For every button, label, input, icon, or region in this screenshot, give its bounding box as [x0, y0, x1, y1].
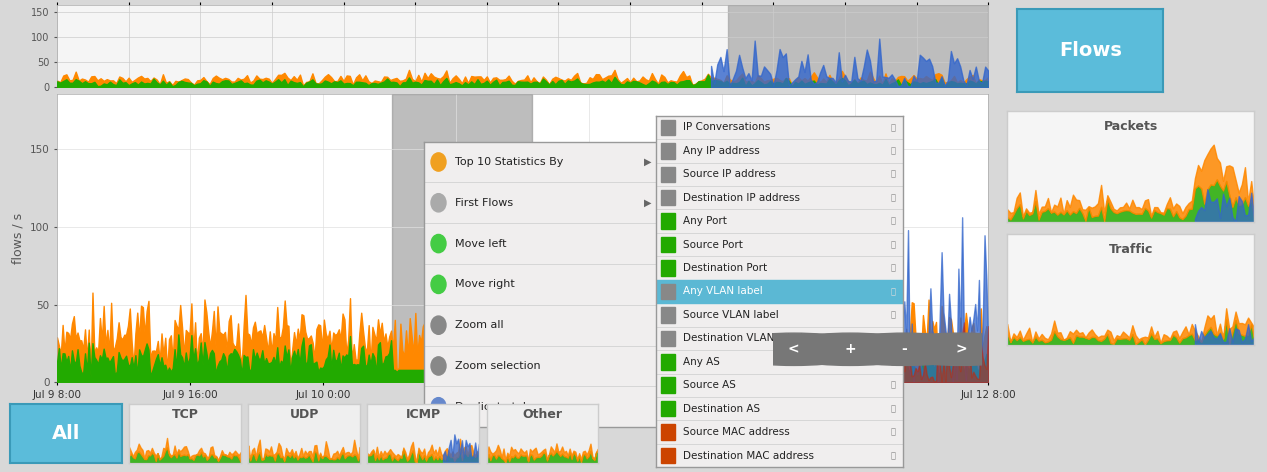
Bar: [661, 378, 675, 393]
Text: ⧉: ⧉: [891, 357, 896, 366]
Text: Destination Port: Destination Port: [683, 263, 768, 273]
Text: All: All: [52, 423, 80, 443]
Text: Zoom selection: Zoom selection: [455, 361, 541, 371]
Text: Move right: Move right: [455, 279, 514, 289]
Bar: [661, 307, 675, 323]
Text: -: -: [902, 342, 907, 356]
Text: Destination MAC address: Destination MAC address: [683, 451, 815, 461]
Circle shape: [431, 316, 446, 334]
Text: TCP: TCP: [171, 408, 199, 421]
Text: Source MAC address: Source MAC address: [683, 427, 791, 437]
Bar: [661, 237, 675, 253]
Text: ICMP: ICMP: [405, 408, 441, 421]
Bar: [661, 330, 675, 346]
Text: Source Port: Source Port: [683, 240, 744, 250]
Text: UDP: UDP: [289, 408, 319, 421]
Circle shape: [431, 357, 446, 375]
Bar: [661, 143, 675, 159]
Text: Destination VLAN label: Destination VLAN label: [683, 333, 803, 343]
Text: Any VLAN label: Any VLAN label: [683, 287, 763, 296]
Text: ⧉: ⧉: [891, 123, 896, 132]
Text: Destination IP address: Destination IP address: [683, 193, 801, 202]
Text: ▶: ▶: [645, 198, 651, 208]
Text: Destination AS: Destination AS: [683, 404, 760, 413]
Circle shape: [431, 194, 446, 212]
Text: ⧉: ⧉: [891, 263, 896, 272]
Text: IP Conversations: IP Conversations: [683, 122, 770, 132]
Text: ⧉: ⧉: [891, 217, 896, 226]
Text: Other: Other: [522, 408, 563, 421]
Bar: [727, 5, 988, 87]
Bar: [661, 448, 675, 464]
Text: ▶: ▶: [645, 157, 651, 167]
Circle shape: [770, 333, 930, 365]
Text: ⧉: ⧉: [891, 428, 896, 437]
Text: Source AS: Source AS: [683, 380, 736, 390]
Bar: [661, 190, 675, 205]
Bar: [661, 119, 675, 135]
Text: ⧉: ⧉: [891, 193, 896, 202]
Circle shape: [715, 333, 873, 365]
Bar: [656, 280, 903, 303]
Text: Source VLAN label: Source VLAN label: [683, 310, 779, 320]
Circle shape: [882, 333, 1040, 365]
Text: ⧉: ⧉: [891, 404, 896, 413]
Bar: [661, 167, 675, 182]
Text: ⧉: ⧉: [891, 240, 896, 249]
Text: +: +: [844, 342, 856, 356]
Text: ⧉: ⧉: [891, 146, 896, 155]
Text: ⧉: ⧉: [891, 287, 896, 296]
Bar: [661, 424, 675, 440]
Circle shape: [431, 275, 446, 294]
Bar: [661, 284, 675, 299]
Circle shape: [431, 153, 446, 171]
Circle shape: [825, 333, 984, 365]
Text: ⧉: ⧉: [891, 334, 896, 343]
Bar: [393, 94, 532, 382]
Bar: [661, 260, 675, 276]
Text: Any IP address: Any IP address: [683, 146, 760, 156]
Text: >: >: [955, 342, 967, 356]
Text: Any Port: Any Port: [683, 216, 727, 226]
Bar: [661, 401, 675, 416]
Text: Traffic: Traffic: [1109, 243, 1153, 255]
Text: Any AS: Any AS: [683, 357, 721, 367]
Text: Top 10 Statistics By: Top 10 Statistics By: [455, 157, 564, 167]
Text: Flows: Flows: [1059, 41, 1121, 60]
Text: Duplicate tab: Duplicate tab: [455, 402, 530, 412]
Circle shape: [431, 235, 446, 253]
Text: Zoom all: Zoom all: [455, 320, 503, 330]
Text: ⧉: ⧉: [891, 311, 896, 320]
Circle shape: [431, 397, 446, 416]
Y-axis label: flows / s: flows / s: [11, 213, 24, 264]
Text: First Flows: First Flows: [455, 198, 513, 208]
Bar: [661, 354, 675, 370]
Text: ⧉: ⧉: [891, 170, 896, 179]
Bar: [661, 213, 675, 229]
Text: <: <: [788, 342, 799, 356]
Text: Source IP address: Source IP address: [683, 169, 777, 179]
Text: Move left: Move left: [455, 238, 507, 249]
Text: ⧉: ⧉: [891, 381, 896, 390]
Text: ⧉: ⧉: [891, 451, 896, 460]
Text: Packets: Packets: [1104, 120, 1158, 133]
